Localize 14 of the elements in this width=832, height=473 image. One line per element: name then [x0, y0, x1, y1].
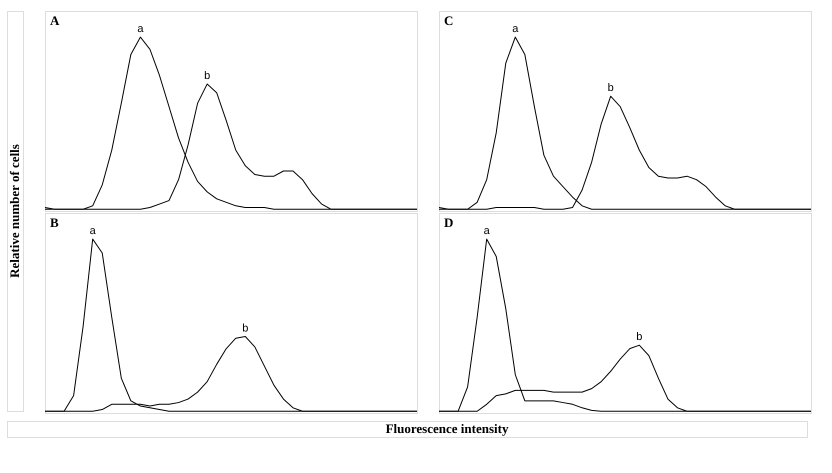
- series-label: b: [242, 322, 248, 334]
- chart-title: A: [50, 13, 60, 28]
- series-label: b: [636, 331, 642, 344]
- series-label: a: [137, 23, 144, 36]
- series-label: a: [512, 23, 520, 36]
- series-label: b: [608, 82, 614, 94]
- y-axis-title: Relative number of cells: [7, 144, 22, 278]
- chart-title: D: [444, 215, 454, 230]
- x-axis-title: Fluorescence intensity: [386, 421, 509, 436]
- chart-title: B: [50, 215, 59, 230]
- series-label: a: [90, 225, 97, 238]
- series-label: b: [204, 70, 210, 82]
- chart-title: C: [444, 13, 454, 28]
- series-label: a: [484, 225, 491, 238]
